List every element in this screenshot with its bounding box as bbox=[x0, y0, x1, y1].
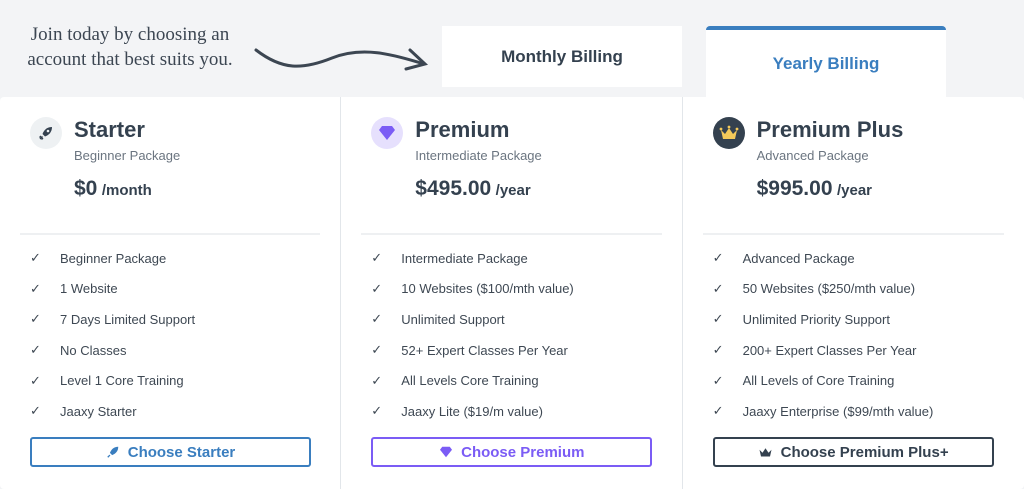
button-label: Choose Premium Plus+ bbox=[780, 443, 949, 461]
crown-icon bbox=[712, 117, 745, 149]
tab-monthly-billing[interactable]: Monthly Billing bbox=[442, 26, 682, 87]
plan-price: $0 /month bbox=[74, 177, 152, 201]
price-amount: $995.00 bbox=[756, 177, 833, 200]
check-icon: ✓ bbox=[712, 250, 724, 266]
feature-text: 200+ Expert Classes Per Year bbox=[742, 342, 917, 358]
plan-starter: Starter Beginner Package $0 /month ✓ Begi… bbox=[0, 97, 342, 489]
list-item: ✓ Jaaxy Starter bbox=[30, 396, 195, 427]
diamond-icon bbox=[371, 117, 404, 149]
check-icon: ✓ bbox=[30, 342, 41, 358]
list-item: ✓ Jaaxy Lite ($19/m value) bbox=[371, 396, 573, 427]
plan-name: Premium bbox=[415, 117, 510, 142]
check-icon: ✓ bbox=[30, 372, 41, 388]
feature-text: 50 Websites ($250/mth value) bbox=[742, 281, 916, 297]
feature-list: ✓ Intermediate Package ✓ 10 Websites ($100… bbox=[371, 243, 573, 427]
intro-text: Join today by choosing an account that b… bbox=[27, 24, 233, 70]
plan-price: $995.00 /year bbox=[757, 177, 872, 201]
button-label: Choose Starter bbox=[127, 443, 236, 461]
button-label: Choose Premium bbox=[461, 443, 585, 461]
rocket-icon bbox=[107, 446, 118, 458]
check-icon: ✓ bbox=[712, 280, 724, 296]
choose-premium-plus-button[interactable]: Choose Premium Plus+ bbox=[712, 437, 994, 467]
plan-premium-plus: Premium Plus Advanced Package $995.00 /y… bbox=[683, 97, 1024, 489]
diamond-icon bbox=[440, 446, 453, 458]
list-item: ✓ 10 Websites ($100/mth value) bbox=[371, 274, 573, 305]
plan-subtitle: Advanced Package bbox=[756, 148, 869, 163]
feature-text: Jaaxy Lite ($19/m value) bbox=[401, 403, 543, 419]
feature-list: ✓ Advanced Package ✓ 50 Websites ($250/mth… bbox=[713, 243, 934, 427]
list-item: ✓ 200+ Expert Classes Per Year bbox=[713, 335, 934, 366]
price-period: /year bbox=[495, 182, 531, 199]
feature-text: Unlimited Priority Support bbox=[742, 311, 890, 327]
list-item: ✓ Beginner Package bbox=[30, 243, 195, 274]
feature-text: All Levels of Core Training bbox=[742, 373, 895, 389]
check-icon: ✓ bbox=[371, 250, 383, 266]
divider bbox=[361, 233, 662, 235]
price-period: /month bbox=[101, 182, 152, 199]
check-icon: ✓ bbox=[371, 372, 383, 388]
divider bbox=[702, 233, 1004, 235]
plan-premium: Premium Intermediate Package $495.00 /ye… bbox=[341, 97, 683, 489]
plan-subtitle: Beginner Package bbox=[74, 148, 181, 163]
price-period: /year bbox=[836, 182, 873, 199]
list-item: ✓ Unlimited Priority Support bbox=[713, 304, 934, 335]
feature-text: Intermediate Package bbox=[401, 250, 528, 266]
list-item: ✓ Jaaxy Enterprise ($99/mth value) bbox=[713, 396, 934, 427]
feature-list: ✓ Beginner Package ✓ 1 Website ✓ 7 Days Lim… bbox=[30, 243, 195, 427]
list-item: ✓ 7 Days Limited Support bbox=[30, 304, 195, 335]
feature-text: Advanced Package bbox=[742, 250, 855, 266]
feature-text: Jaaxy Starter bbox=[60, 403, 137, 419]
feature-text: Level 1 Core Training bbox=[60, 373, 184, 389]
price-amount: $495.00 bbox=[415, 177, 492, 200]
list-item: ✓ 1 Website bbox=[30, 274, 195, 305]
list-item: ✓ Intermediate Package bbox=[371, 243, 573, 274]
check-icon: ✓ bbox=[371, 311, 383, 327]
list-item: ✓ 52+ Expert Classes Per Year bbox=[371, 335, 573, 366]
choose-premium-button[interactable]: Choose Premium bbox=[371, 437, 653, 467]
plan-price: $495.00 /year bbox=[415, 177, 530, 201]
list-item: ✓ Level 1 Core Training bbox=[30, 365, 195, 396]
check-icon: ✓ bbox=[371, 280, 383, 296]
list-item: ✓ No Classes bbox=[30, 335, 195, 366]
check-icon: ✓ bbox=[30, 280, 41, 296]
feature-text: 1 Website bbox=[60, 281, 118, 297]
list-item: ✓ All Levels Core Training bbox=[371, 365, 573, 396]
check-icon: ✓ bbox=[712, 342, 724, 358]
plan-subtitle: Intermediate Package bbox=[415, 148, 542, 163]
feature-text: 7 Days Limited Support bbox=[60, 311, 196, 327]
feature-text: Beginner Package bbox=[60, 250, 167, 266]
check-icon: ✓ bbox=[30, 311, 41, 327]
crown-icon bbox=[759, 448, 772, 457]
check-icon: ✓ bbox=[30, 403, 41, 419]
arrow-icon bbox=[254, 48, 429, 71]
check-icon: ✓ bbox=[712, 372, 724, 388]
check-icon: ✓ bbox=[30, 250, 41, 266]
check-icon: ✓ bbox=[371, 342, 383, 358]
pricing-cards: Starter Beginner Package $0 /month ✓ Begi… bbox=[0, 97, 1024, 489]
feature-text: 52+ Expert Classes Per Year bbox=[401, 342, 568, 358]
plan-name: Premium Plus bbox=[756, 117, 904, 142]
choose-starter-button[interactable]: Choose Starter bbox=[30, 437, 311, 467]
list-item: ✓ All Levels of Core Training bbox=[713, 365, 934, 396]
feature-text: All Levels Core Training bbox=[401, 373, 539, 389]
list-item: ✓ Unlimited Support bbox=[371, 304, 573, 335]
feature-text: Unlimited Support bbox=[401, 311, 505, 327]
feature-text: Jaaxy Enterprise ($99/mth value) bbox=[742, 403, 934, 419]
check-icon: ✓ bbox=[371, 403, 383, 419]
tab-yearly-billing[interactable]: Yearly Billing bbox=[706, 26, 946, 98]
feature-text: No Classes bbox=[60, 342, 127, 358]
plan-name: Starter bbox=[74, 117, 145, 142]
feature-text: 10 Websites ($100/mth value) bbox=[401, 281, 574, 297]
check-icon: ✓ bbox=[712, 403, 724, 419]
rocket-icon bbox=[30, 117, 62, 149]
check-icon: ✓ bbox=[712, 311, 724, 327]
price-amount: $0 bbox=[74, 177, 98, 200]
list-item: ✓ Advanced Package bbox=[713, 243, 934, 274]
divider bbox=[20, 233, 321, 235]
list-item: ✓ 50 Websites ($250/mth value) bbox=[713, 274, 934, 305]
